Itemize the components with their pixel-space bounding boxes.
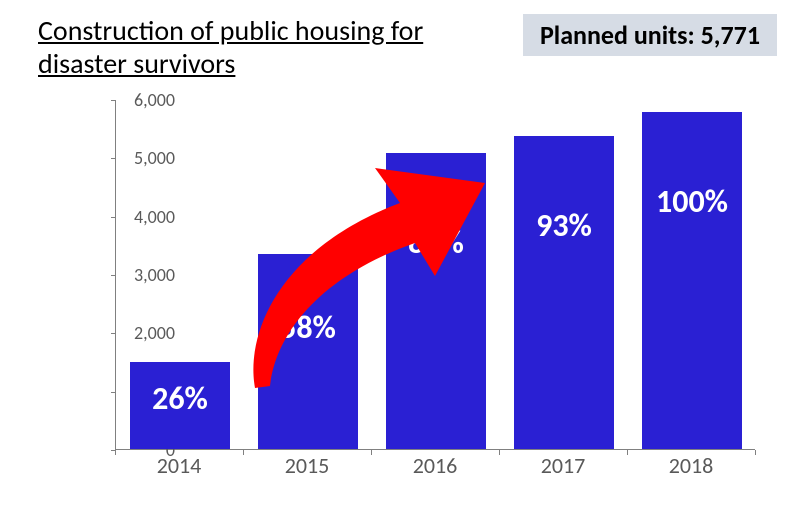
x-tick-label: 2015 xyxy=(257,452,357,479)
y-tick-mark xyxy=(111,217,116,218)
y-tick-mark xyxy=(111,100,116,101)
x-tick-mark xyxy=(499,450,500,455)
bar: 93% xyxy=(514,136,614,449)
bar-pct-label: 26% xyxy=(130,379,230,418)
y-tick-mark xyxy=(111,333,116,334)
bar: 100% xyxy=(642,112,742,449)
y-tick-mark xyxy=(111,275,116,276)
y-tick-mark xyxy=(111,392,116,393)
y-tick-label: 4,000 xyxy=(115,206,175,228)
x-tick-mark xyxy=(243,450,244,455)
bar-pct-label: 88% xyxy=(386,223,486,262)
planned-units-badge: Planned units: 5,771 xyxy=(523,14,777,56)
bar: 58% xyxy=(258,254,358,449)
chart-title: Construction of public housing for disas… xyxy=(38,14,488,80)
bar-pct-label: 58% xyxy=(258,308,358,347)
y-tick-label: 2,000 xyxy=(115,322,175,344)
bar-chart: 01,0002,0003,0004,0005,0006,00026%58%88%… xyxy=(45,90,775,500)
x-tick-mark xyxy=(627,450,628,455)
bar-pct-label: 93% xyxy=(514,206,614,245)
y-tick-label: 3,000 xyxy=(115,264,175,286)
x-tick-mark xyxy=(371,450,372,455)
y-tick-label: 5,000 xyxy=(115,147,175,169)
bar: 88% xyxy=(386,153,486,449)
x-tick-label: 2016 xyxy=(385,452,485,479)
bar-pct-label: 100% xyxy=(642,182,742,221)
x-tick-mark xyxy=(755,450,756,455)
y-tick-mark xyxy=(111,158,116,159)
y-tick-label: 6,000 xyxy=(115,89,175,111)
x-tick-label: 2017 xyxy=(513,452,613,479)
bar: 26% xyxy=(130,362,230,450)
x-tick-label: 2018 xyxy=(641,452,741,479)
x-tick-mark xyxy=(115,450,116,455)
plot-area: 01,0002,0003,0004,0005,0006,00026%58%88%… xyxy=(115,100,755,450)
x-tick-label: 2014 xyxy=(129,452,229,479)
